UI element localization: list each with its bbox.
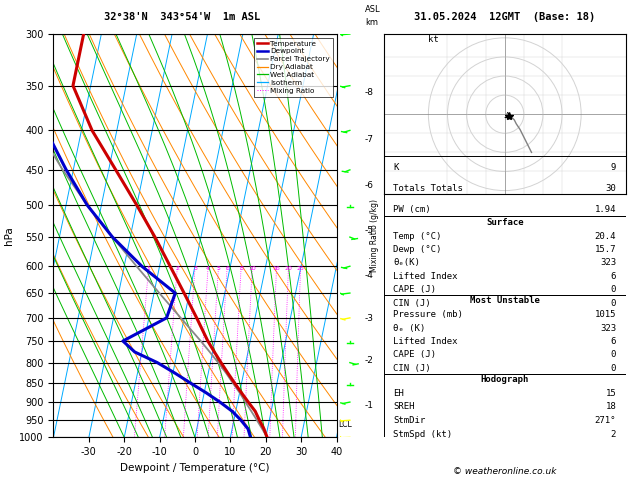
Text: θₑ(K): θₑ(K)	[393, 259, 420, 267]
Text: 6: 6	[611, 337, 616, 346]
Legend: Temperature, Dewpoint, Parcel Trajectory, Dry Adiabat, Wet Adiabat, Isotherm, Mi: Temperature, Dewpoint, Parcel Trajectory…	[253, 37, 333, 97]
Text: 15: 15	[606, 389, 616, 398]
Text: SREH: SREH	[393, 402, 415, 412]
Text: Surface: Surface	[486, 218, 523, 227]
Bar	[384, 216, 626, 295]
Text: 32°38'N  343°54'W  1m ASL: 32°38'N 343°54'W 1m ASL	[104, 12, 260, 22]
Text: 10: 10	[248, 266, 256, 271]
Text: Hodograph: Hodograph	[481, 375, 529, 384]
Text: 271°: 271°	[594, 416, 616, 425]
X-axis label: Dewpoint / Temperature (°C): Dewpoint / Temperature (°C)	[120, 463, 270, 473]
Text: 323: 323	[600, 324, 616, 332]
Text: 0: 0	[611, 364, 616, 373]
Y-axis label: hPa: hPa	[4, 226, 14, 245]
Text: 20: 20	[284, 266, 292, 271]
Text: km: km	[365, 18, 378, 27]
Text: -7: -7	[365, 135, 374, 144]
Text: © weatheronline.co.uk: © weatheronline.co.uk	[453, 467, 557, 476]
Text: -2: -2	[365, 356, 374, 365]
Text: -5: -5	[365, 226, 374, 235]
Text: 4: 4	[206, 266, 210, 271]
Text: 18: 18	[606, 402, 616, 412]
Text: Mixing Ratio (g/kg): Mixing Ratio (g/kg)	[369, 199, 379, 272]
Text: StmSpd (kt): StmSpd (kt)	[393, 430, 452, 438]
Text: K: K	[393, 163, 399, 173]
Text: -6: -6	[365, 181, 374, 191]
Text: 1015: 1015	[594, 310, 616, 319]
Text: kt: kt	[428, 35, 439, 44]
Text: CAPE (J): CAPE (J)	[393, 285, 437, 294]
Text: Pressure (mb): Pressure (mb)	[393, 310, 463, 319]
Text: 1.94: 1.94	[594, 205, 616, 214]
Text: -8: -8	[365, 88, 374, 97]
Text: 0: 0	[611, 285, 616, 294]
Text: 6: 6	[225, 266, 229, 271]
Text: 31.05.2024  12GMT  (Base: 18): 31.05.2024 12GMT (Base: 18)	[414, 12, 596, 22]
Text: 0: 0	[611, 299, 616, 308]
Text: -4: -4	[365, 271, 374, 280]
Text: LCL: LCL	[338, 420, 352, 429]
Text: PW (cm): PW (cm)	[393, 205, 431, 214]
Text: Totals Totals: Totals Totals	[393, 184, 463, 193]
Text: 5: 5	[216, 266, 221, 271]
Text: 6: 6	[611, 272, 616, 281]
Text: Most Unstable: Most Unstable	[470, 296, 540, 306]
Text: Lifted Index: Lifted Index	[393, 272, 458, 281]
Text: 25: 25	[297, 266, 304, 271]
Text: 2: 2	[611, 430, 616, 438]
Text: ASL: ASL	[365, 5, 381, 14]
Text: CIN (J): CIN (J)	[393, 364, 431, 373]
Text: Dewp (°C): Dewp (°C)	[393, 245, 442, 254]
Text: 2: 2	[175, 266, 179, 271]
Text: 1: 1	[147, 266, 151, 271]
Text: 0: 0	[611, 350, 616, 359]
Text: 15.7: 15.7	[594, 245, 616, 254]
Text: 16: 16	[273, 266, 281, 271]
Text: CAPE (J): CAPE (J)	[393, 350, 437, 359]
Bar	[384, 374, 626, 437]
Text: 9: 9	[611, 163, 616, 173]
Text: Temp (°C): Temp (°C)	[393, 232, 442, 241]
Text: StmDir: StmDir	[393, 416, 426, 425]
Text: Lifted Index: Lifted Index	[393, 337, 458, 346]
Text: EH: EH	[393, 389, 404, 398]
Text: CIN (J): CIN (J)	[393, 299, 431, 308]
Text: 20.4: 20.4	[594, 232, 616, 241]
Bar	[384, 295, 626, 374]
Text: 323: 323	[600, 259, 616, 267]
Text: -3: -3	[365, 314, 374, 323]
Text: 8: 8	[239, 266, 243, 271]
Text: θₑ (K): θₑ (K)	[393, 324, 426, 332]
Text: -1: -1	[365, 400, 374, 410]
Text: 30: 30	[606, 184, 616, 193]
Text: 3: 3	[193, 266, 197, 271]
Bar	[384, 156, 626, 216]
